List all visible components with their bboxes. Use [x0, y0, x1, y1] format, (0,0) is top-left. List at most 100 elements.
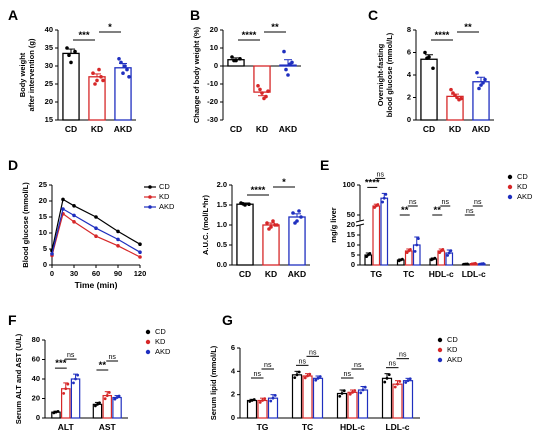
sig-label-G: ns	[264, 362, 272, 369]
sig-label-E: **	[401, 205, 409, 216]
y-tick-label-F: 0	[36, 413, 40, 422]
x-tick-label-B: CD	[230, 124, 242, 134]
y-tick-label-D: 20	[39, 196, 47, 205]
point-C-CD	[423, 50, 427, 55]
x-tick-label-D2: CD	[239, 269, 251, 279]
panel-label-C: C	[368, 7, 378, 23]
y-tick-label-E: 50	[347, 210, 355, 219]
y-tick-label-C: 6	[407, 47, 411, 56]
y-tick-label-A: 15	[45, 115, 53, 124]
point-E-KD	[376, 203, 380, 206]
point-E-AKD	[413, 250, 417, 253]
point-C-AKD	[481, 81, 485, 85]
y-tick-label-C: 4	[407, 70, 412, 79]
bar-G-TC-KD	[302, 375, 313, 419]
point-D2-CD	[247, 202, 251, 206]
sig-label-F: ns	[67, 352, 75, 359]
bar-E-TC-AKD	[412, 244, 421, 266]
x-tick-label-E: HDL-c	[429, 269, 454, 279]
point-C-AKD	[477, 86, 481, 91]
point-E-KD	[441, 248, 445, 251]
point-G-AKD	[406, 379, 410, 383]
y-tick-label-E: 100	[342, 180, 355, 189]
series-point-AKD	[94, 226, 98, 230]
point-E-AKD	[416, 237, 420, 241]
panel-label-E: E	[320, 157, 329, 173]
point-G-CD	[295, 373, 299, 377]
point-G-CD	[340, 392, 344, 395]
point-C-KD	[455, 95, 459, 100]
bar-G-HDL-c-KD	[347, 391, 358, 419]
x-tick-label-B: AKD	[279, 124, 297, 134]
x-tick-label-G: HDL-c	[340, 422, 365, 432]
y-tick-label-A: 30	[45, 61, 53, 70]
series-point-CD	[61, 197, 65, 202]
x-tick-label-A: KD	[91, 124, 103, 134]
y-axis-label-C: blood glucose (mmol/L)	[385, 32, 394, 117]
point-G-AKD	[314, 378, 318, 382]
point-A-AKD	[125, 67, 129, 72]
sig-label-E: ns	[377, 171, 385, 178]
bar-E-TG-AKD	[380, 197, 389, 266]
x-tick-label-G: LDL-c	[385, 422, 409, 432]
bar-G-TG-CD	[246, 399, 258, 419]
point-A-KD	[93, 82, 97, 86]
point-G-KD	[348, 392, 352, 396]
series-point-CD	[138, 242, 142, 246]
sig-label-G: ns	[254, 371, 262, 378]
y-axis-label-B: Change of body weight (%)	[192, 26, 201, 123]
sig-label-A: *	[108, 22, 112, 33]
point-D2-KD	[267, 227, 271, 231]
y-tick-label-B: -20	[207, 97, 218, 106]
y-tick-label-G: 4	[231, 366, 236, 375]
point-D2-AKD	[291, 211, 295, 215]
legend-label-AKD: AKD	[517, 192, 533, 201]
point-G-CD	[385, 376, 389, 380]
legend-label-CD: CD	[159, 182, 170, 191]
point-C-KD	[459, 96, 463, 101]
bar-E-TG-KD	[372, 205, 381, 266]
point-A-CD	[73, 49, 77, 54]
y-tick-label-D2: 1.5	[217, 200, 227, 209]
point-G-KD	[353, 389, 357, 392]
point-G-KD	[393, 385, 397, 389]
x-axis-label-D: Time (min)	[75, 280, 118, 290]
x-tick-label-E: LDL-c	[462, 269, 486, 279]
point-F-AKD	[113, 397, 117, 401]
point-G-CD	[252, 398, 256, 401]
bar-D2-KD	[262, 224, 280, 266]
series-point-AKD	[72, 213, 76, 218]
legend-label-CD: CD	[517, 172, 528, 181]
sig-label-G: ns	[344, 371, 352, 378]
sig-label-G: ns	[389, 361, 397, 368]
y-axis-label-D2: A.U.C. (mol/L*hr)	[201, 195, 210, 255]
point-G-CD	[248, 400, 252, 403]
y-tick-label-D: 5	[43, 244, 47, 253]
point-A-KD	[97, 67, 101, 72]
sig-label-C: ****	[435, 30, 450, 41]
point-B-AKD	[284, 67, 288, 72]
point-E-AKD	[446, 254, 450, 257]
x-tick-label-D: 120	[134, 269, 147, 278]
bar-G-HDL-c-AKD	[357, 389, 369, 419]
sig-label-B: ****	[242, 30, 257, 41]
legend-label-CD: CD	[155, 327, 166, 336]
point-G-AKD	[318, 375, 322, 378]
y-tick-label-D: 15	[39, 212, 47, 221]
point-G-KD	[303, 376, 307, 380]
series-point-AKD	[61, 207, 65, 211]
point-B-CD	[232, 58, 236, 63]
sig-label-E: ns	[409, 199, 417, 206]
point-B-AKD	[282, 49, 286, 54]
point-B-KD	[260, 91, 264, 95]
point-F-AKD	[72, 381, 75, 385]
point-D2-AKD	[299, 215, 303, 219]
point-A-AKD	[123, 64, 127, 68]
y-tick-label-D: 25	[39, 180, 47, 189]
point-D2-KD	[275, 223, 279, 227]
y-tick-label-B: -10	[207, 79, 218, 88]
bar-F-AST-AKD	[112, 396, 122, 419]
point-D2-AKD	[293, 221, 297, 225]
point-A-KD	[95, 78, 99, 83]
point-G-AKD	[273, 393, 277, 397]
